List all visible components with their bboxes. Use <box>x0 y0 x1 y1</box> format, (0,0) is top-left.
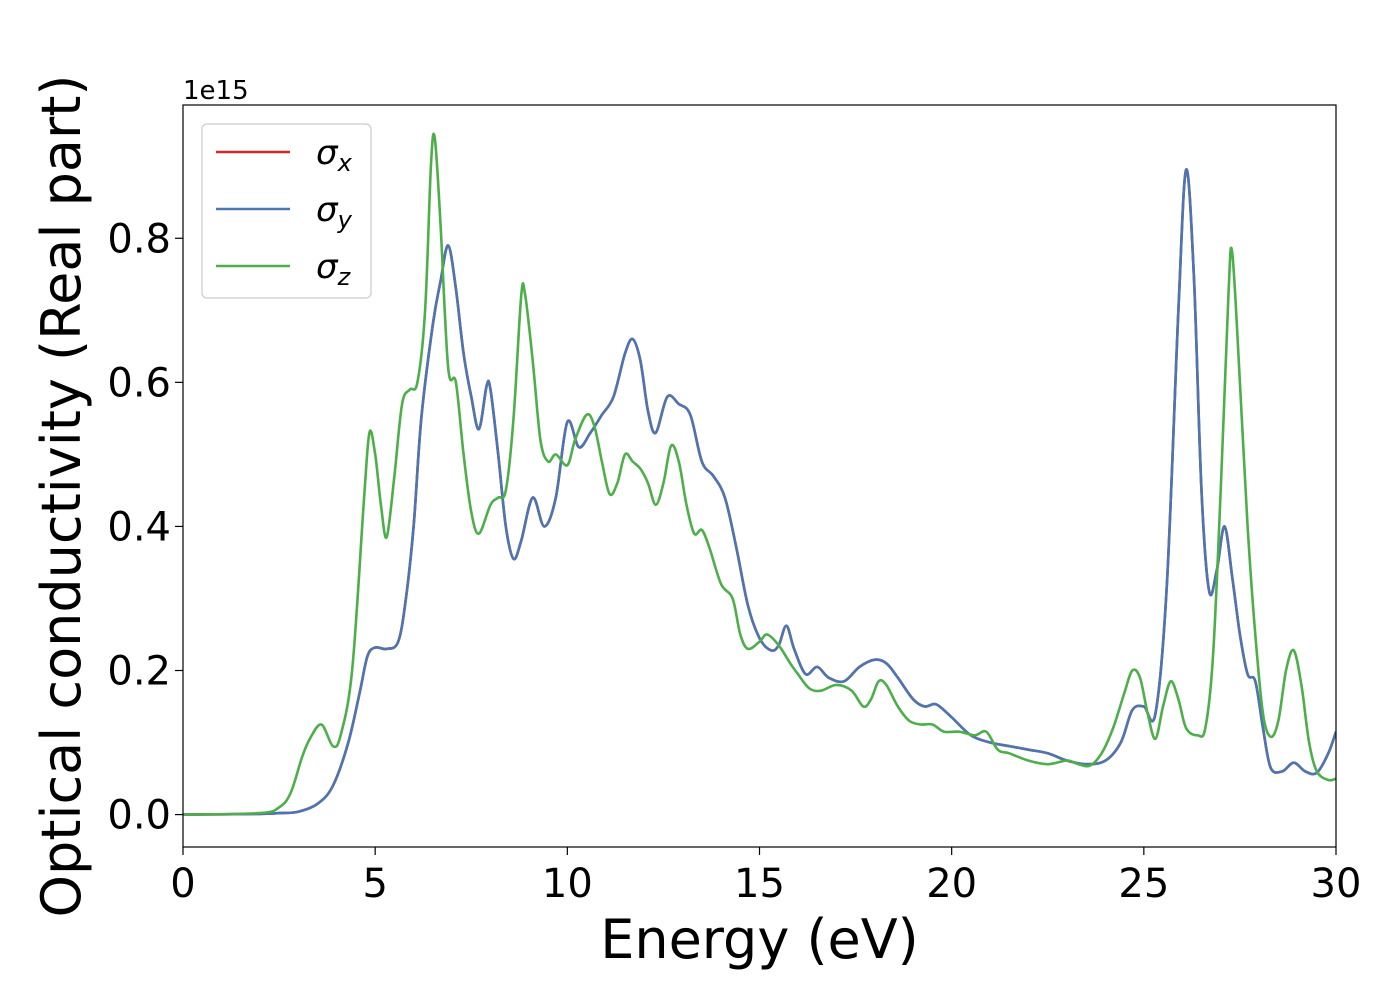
y-axis: 0.0 0.2 0.4 0.6 0.8 <box>107 216 183 839</box>
y-tick-label: 0.6 <box>107 360 171 406</box>
legend-item-x: σx <box>216 133 353 177</box>
legend-item-z: σz <box>216 247 352 291</box>
y-tick-label: 0.4 <box>107 504 171 550</box>
x-axis: 0 5 10 15 20 25 30 <box>170 847 1361 907</box>
plot-lines <box>183 132 1336 816</box>
y-tick-label: 0.0 <box>107 793 171 839</box>
y-axis-label: Optical conductivity (Real part) <box>30 75 93 918</box>
legend-item-y: σy <box>216 190 353 234</box>
y-tick-label: 0.8 <box>107 216 171 262</box>
x-tick-label: 30 <box>1311 861 1362 907</box>
x-tick-label: 5 <box>362 861 387 907</box>
x-tick-label: 20 <box>926 861 977 907</box>
legend-label: σz <box>316 247 352 291</box>
y-tick-label: 0.2 <box>107 649 171 695</box>
x-tick-label: 0 <box>170 861 195 907</box>
series-line-z <box>183 132 1336 816</box>
x-tick-label: 15 <box>734 861 785 907</box>
x-tick-label: 10 <box>542 861 593 907</box>
x-axis-label: Energy (eV) <box>600 908 919 971</box>
legend-box <box>201 123 372 299</box>
legend-label: σx <box>316 133 353 177</box>
x-tick-label: 25 <box>1118 861 1169 907</box>
series-line-y <box>183 168 1336 816</box>
legend: σx σy σz <box>201 123 372 299</box>
legend-label: σy <box>316 190 353 234</box>
y-offset-label: 1e15 <box>183 76 249 106</box>
